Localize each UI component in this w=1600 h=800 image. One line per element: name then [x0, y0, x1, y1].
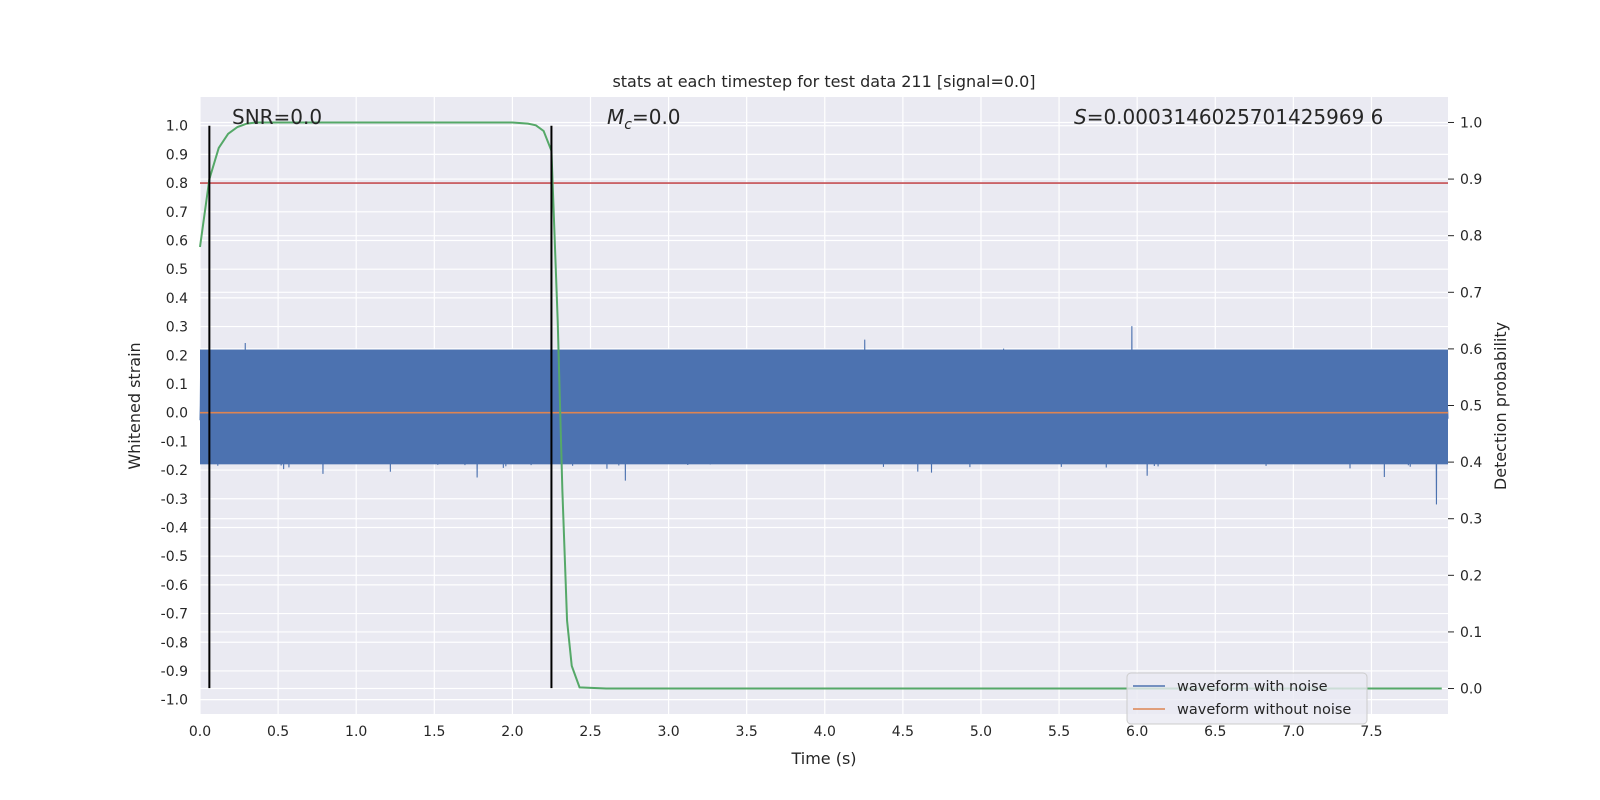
x-tick-label: 7.0 [1282, 724, 1304, 740]
y-tick-label: 0.1 [166, 377, 188, 393]
y-tick-label: 1.0 [166, 119, 188, 135]
y2-axis-label: Detection probability [1491, 322, 1510, 490]
y-tick-label: -0.7 [161, 607, 188, 623]
mc-annotation: Mc=0.0 [607, 105, 681, 133]
mc-value: =0.0 [632, 105, 681, 129]
s-annotation: S=0.0003146025701425969 6 [1074, 105, 1383, 129]
waveform-with-noise-band [200, 349, 1448, 465]
y2-tick-label: 0.3 [1460, 512, 1482, 528]
y-tick-label: -0.4 [161, 520, 188, 536]
x-tick-label: 0.5 [267, 724, 289, 740]
x-tick-label: 2.5 [579, 724, 601, 740]
y-tick-label: -0.9 [161, 664, 188, 680]
snr-annotation: SNR=0.0 [232, 105, 322, 129]
s-symbol: S [1074, 105, 1087, 129]
y2-tick-label: 0.6 [1460, 342, 1482, 358]
y-tick-label: -0.3 [161, 492, 188, 508]
overlay-lines [199, 121, 1448, 690]
y-tick-label: -0.8 [161, 635, 188, 651]
mc-symbol: M [607, 105, 624, 129]
x-tick-label: 3.5 [736, 724, 758, 740]
x-tick-label: 1.5 [423, 724, 445, 740]
x-tick-label: 6.0 [1126, 724, 1148, 740]
y2-tick-label: 0.5 [1460, 399, 1482, 415]
x-tick-label: 5.0 [970, 724, 992, 740]
y2-tick-label: 0.7 [1460, 285, 1482, 301]
y-axis-left: 1.0 0.9 0.8 0.7 0.6 0.5 0.4 0.3 0.2 0.1 0.0 -0.1 -0.… [161, 119, 188, 709]
y-tick-label: 0.4 [166, 291, 188, 307]
y-tick-label: 0.0 [166, 406, 188, 422]
y2-tick-label: 0.0 [1460, 682, 1482, 698]
x-tick-label: 3.0 [657, 724, 679, 740]
y-tick-label: 0.2 [166, 348, 188, 364]
y-tick-label: -0.1 [161, 434, 188, 450]
y-tick-label: 0.3 [166, 320, 188, 336]
y2-tick-label: 0.2 [1460, 568, 1482, 584]
y-tick-label: 0.6 [166, 233, 188, 249]
y2-tick-label: 0.8 [1460, 229, 1482, 245]
y-axis-right: 1.0 0.9 0.8 0.7 0.6 0.5 0.4 0.3 0.2 0.1 0.0 [1448, 115, 1482, 698]
y-tick-label: 0.8 [166, 176, 188, 192]
x-tick-label: 6.5 [1204, 724, 1226, 740]
y-tick-label: -0.5 [161, 549, 188, 565]
y2-tick-label: 1.0 [1460, 115, 1482, 131]
y2-tick-label: 0.4 [1460, 455, 1482, 471]
y-axis-label: Whitened strain [125, 342, 144, 469]
y-tick-label: -1.0 [161, 693, 188, 709]
x-tick-label: 2.0 [501, 724, 523, 740]
legend-box [1126, 672, 1368, 725]
y-tick-label: 0.7 [166, 205, 188, 221]
s-value: =0.0003146025701425969 6 [1087, 105, 1384, 129]
x-tick-label: 4.5 [892, 724, 914, 740]
detection-probability-line [199, 121, 1442, 690]
y-tick-label: 0.9 [166, 147, 188, 163]
x-tick-label: 1.0 [345, 724, 367, 740]
y-tick-label: 0.5 [166, 262, 188, 278]
y2-tick-label: 0.1 [1460, 625, 1482, 641]
legend: waveform with noise waveform without noi… [1126, 672, 1368, 725]
y2-tick-label: 0.9 [1460, 172, 1482, 188]
waveform-with-noise-series [199, 326, 1449, 505]
legend-label-noise: waveform with noise [1177, 679, 1328, 695]
mc-subscript: c [624, 117, 632, 133]
y-tick-label: -0.6 [161, 578, 188, 594]
x-tick-label: 5.5 [1048, 724, 1070, 740]
x-tick-label: 4.0 [814, 724, 836, 740]
x-axis-label: Time (s) [790, 749, 856, 768]
legend-label-clean: waveform without noise [1177, 702, 1351, 718]
x-axis: 0.0 0.5 1.0 1.5 2.0 2.5 3.0 3.5 4.0 4.5 5.0 5.5 6.0 6… [189, 724, 1383, 740]
x-tick-label: 0.0 [189, 724, 211, 740]
x-tick-label: 7.5 [1360, 724, 1382, 740]
y-tick-label: -0.2 [161, 463, 188, 479]
chart-title: stats at each timestep for test data 211… [612, 72, 1035, 91]
